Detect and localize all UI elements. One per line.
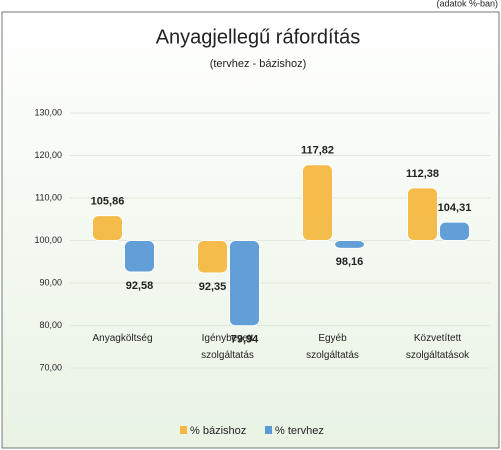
value-label: 105,86 (91, 196, 125, 208)
y-tick-label: 110,00 (35, 192, 62, 202)
value-label: 104,31 (438, 202, 472, 214)
y-tick-label: 120,00 (34, 150, 62, 160)
x-tick-label: Egyéb szolgáltatás (306, 333, 359, 361)
value-label: 117,82 (301, 145, 334, 157)
x-tick-label: Igénybevett szolgáltatás (201, 333, 254, 361)
legend-label: % tervhez (275, 425, 324, 437)
bar (92, 215, 123, 242)
bar (197, 240, 228, 274)
chart-subtitle: (tervhez - bázishoz) (210, 58, 307, 70)
legend-swatch (180, 426, 187, 434)
y-tick-label: 130,00 (34, 107, 62, 117)
x-tick-label: Közvetített szolgáltatások (406, 333, 470, 361)
bar (407, 187, 438, 241)
annotation: (adatok %-ban) (436, 0, 498, 8)
y-tick-label: 100,00 (34, 235, 62, 245)
y-tick-label: 70,00 (39, 362, 62, 372)
value-label: 92,58 (126, 280, 154, 292)
y-tick-label: 90,00 (39, 277, 62, 287)
value-label: 112,38 (406, 168, 439, 180)
bar (302, 164, 333, 241)
value-label: 79,94 (231, 334, 259, 346)
bar (334, 240, 365, 249)
value-label: 92,35 (199, 281, 227, 293)
legend-swatch (265, 426, 272, 434)
bar (229, 240, 260, 327)
bar (124, 240, 155, 273)
chart-title: Anyagjellegű ráfordítás (156, 26, 361, 48)
y-tick-label: 80,00 (39, 320, 62, 330)
value-label: 98,16 (336, 256, 364, 268)
legend-label: % bázishoz (190, 425, 246, 437)
x-tick-label: Anyagköltség (92, 333, 152, 344)
bar (439, 221, 470, 241)
